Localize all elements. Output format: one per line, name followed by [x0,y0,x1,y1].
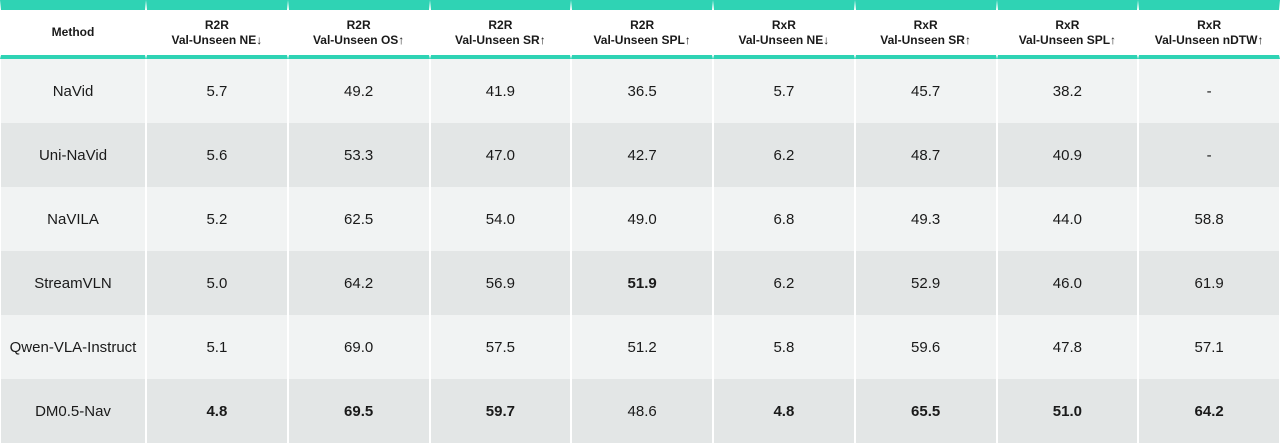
value-cell: 57.5 [429,315,572,379]
column-header-metric: Val-Unseen SPL↑ [1018,32,1117,47]
column-header-dataset: RxR [913,17,938,32]
table-row: Qwen-VLA-Instruct 5.1 69.0 57.5 51.2 5.8 59.6 4… [0,315,1280,379]
value-cell: 64.2 [1138,379,1280,443]
method-cell: Uni-NaVid [0,123,146,187]
method-cell: NaVILA [0,187,146,251]
value-cell: 6.8 [713,187,855,251]
value-cell: 52.9 [854,251,997,315]
column-header: RxR Val-Unseen SR↑ [854,0,997,59]
column-header-dataset: R2R [204,17,229,32]
value-cell: 62.5 [287,187,430,251]
value-cell: 64.2 [287,251,430,315]
column-header-metric: Val-Unseen nDTW↑ [1154,32,1264,47]
column-header: RxR Val-Unseen nDTW↑ [1138,0,1280,59]
value-cell: 5.6 [146,123,288,187]
column-header: R2R Val-Unseen NE↓ [146,0,288,59]
value-cell: - [1138,59,1280,123]
value-cell: 69.0 [287,315,430,379]
value-cell: 69.5 [287,379,430,443]
value-cell: 46.0 [996,251,1139,315]
value-cell: 51.0 [996,379,1139,443]
column-header-dataset: RxR [771,17,796,32]
column-header-dataset: RxR [1197,17,1222,32]
method-cell: StreamVLN [0,251,146,315]
value-cell: 45.7 [854,59,997,123]
value-cell: 48.6 [571,379,713,443]
value-cell: - [1138,123,1280,187]
table-row: DM0.5-Nav 4.8 69.5 59.7 48.6 4.8 65.5 51.0 64.2 [0,379,1280,443]
value-cell: 61.9 [1138,251,1280,315]
value-cell: 49.3 [854,187,997,251]
value-cell: 47.0 [429,123,572,187]
column-header-dataset: R2R [488,17,513,32]
value-cell: 5.8 [713,315,855,379]
value-cell: 58.8 [1138,187,1280,251]
value-cell: 56.9 [429,251,572,315]
column-header-method: Method [0,0,146,59]
value-cell: 51.2 [571,315,713,379]
column-header: R2R Val-Unseen SR↑ [429,0,572,59]
column-header: R2R Val-Unseen SPL↑ [571,0,713,59]
value-cell: 65.5 [854,379,997,443]
value-cell: 5.0 [146,251,288,315]
value-cell: 47.8 [996,315,1139,379]
value-cell: 38.2 [996,59,1139,123]
value-cell: 6.2 [713,251,855,315]
column-header-metric: Val-Unseen SR↑ [880,32,971,47]
table-body: NaVid 5.7 49.2 41.9 36.5 5.7 45.7 38.2- Uni-NaVi… [0,59,1280,443]
column-header-dataset: Method [51,25,95,39]
value-cell: 5.2 [146,187,288,251]
column-header: RxR Val-Unseen SPL↑ [996,0,1139,59]
column-header-metric: Val-Unseen OS↑ [312,32,405,47]
column-header-dataset: R2R [630,17,655,32]
value-cell: 4.8 [713,379,855,443]
column-header-metric: Val-Unseen NE↓ [171,32,263,47]
value-cell: 49.0 [571,187,713,251]
column-header-metric: Val-Unseen NE↓ [738,32,830,47]
value-cell: 59.7 [429,379,572,443]
table-row: NaVILA 5.2 62.5 54.0 49.0 6.8 49.3 44.0 58.8 [0,187,1280,251]
column-header: RxR Val-Unseen NE↓ [713,0,855,59]
method-cell: Qwen-VLA-Instruct [0,315,146,379]
column-header-dataset: RxR [1055,17,1080,32]
value-cell: 5.1 [146,315,288,379]
column-header-metric: Val-Unseen SPL↑ [593,32,691,47]
value-cell: 51.9 [571,251,713,315]
value-cell: 42.7 [571,123,713,187]
value-cell: 5.7 [146,59,288,123]
column-header-dataset: R2R [346,17,371,32]
value-cell: 41.9 [429,59,572,123]
value-cell: 57.1 [1138,315,1280,379]
header-row: Method R2R Val-Unseen NE↓ R2R Val-Unseen OS↑… [0,0,1280,59]
value-cell: 53.3 [287,123,430,187]
value-cell: 6.2 [713,123,855,187]
method-cell: DM0.5-Nav [0,379,146,443]
column-header-metric: Val-Unseen SR↑ [455,32,546,47]
value-cell: 44.0 [996,187,1139,251]
value-cell: 40.9 [996,123,1139,187]
value-cell: 48.7 [854,123,997,187]
value-cell: 49.2 [287,59,430,123]
table-row: StreamVLN 5.0 64.2 56.9 51.9 6.2 52.9 46.0 61.9 [0,251,1280,315]
value-cell: 4.8 [146,379,288,443]
table-row: NaVid 5.7 49.2 41.9 36.5 5.7 45.7 38.2- [0,59,1280,123]
table-row: Uni-NaVid 5.6 53.3 47.0 42.7 6.2 48.7 40.9- [0,123,1280,187]
value-cell: 59.6 [854,315,997,379]
value-cell: 5.7 [713,59,855,123]
column-header: R2R Val-Unseen OS↑ [287,0,430,59]
value-cell: 36.5 [571,59,713,123]
value-cell: 54.0 [429,187,572,251]
method-cell: NaVid [0,59,146,123]
